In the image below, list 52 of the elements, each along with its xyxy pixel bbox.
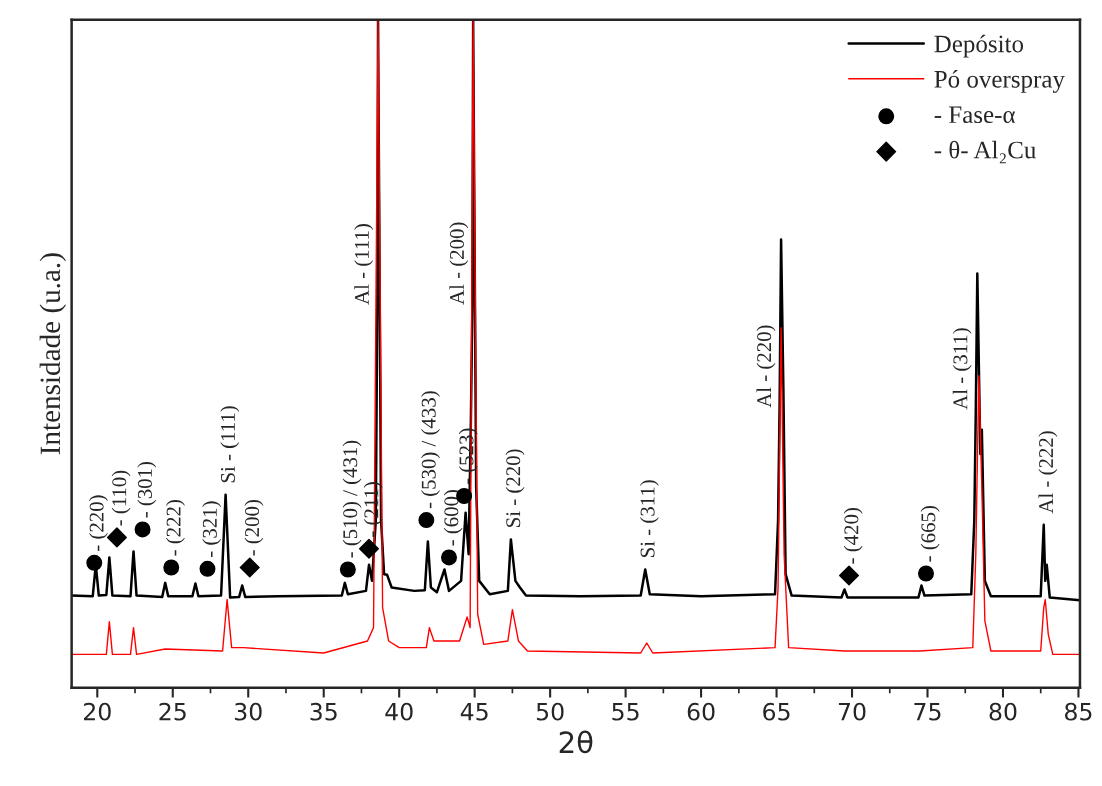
x-tick-label: 70 xyxy=(838,702,866,721)
annotation: - (200) xyxy=(244,500,264,556)
legend-label: Pó overspray xyxy=(934,70,1065,93)
legend-label: - Fase-α xyxy=(934,106,1015,124)
x-axis-title: 2θ xyxy=(559,730,593,754)
point xyxy=(199,560,216,577)
legend-label: Depósito xyxy=(934,34,1024,58)
annotation: - (420) xyxy=(843,508,863,564)
x-tick-label: 50 xyxy=(536,702,564,721)
point xyxy=(838,565,860,586)
x-tick-label: 25 xyxy=(159,702,186,721)
x-tick-label: 85 xyxy=(1065,702,1092,721)
annotation: - (220) xyxy=(88,495,108,551)
annotation: - (600) xyxy=(443,490,463,546)
point xyxy=(134,521,151,538)
point xyxy=(918,565,934,582)
point xyxy=(86,554,103,571)
annotation: Al - (200) xyxy=(449,222,469,305)
legend-label: - θ- Al₂Cu xyxy=(934,140,1036,164)
point xyxy=(418,512,435,529)
annotation: - (523) xyxy=(458,428,478,485)
annotation: Si - (311) xyxy=(639,480,659,557)
x-tick-label: 55 xyxy=(612,703,639,721)
point xyxy=(339,561,356,578)
annotation: - (222) xyxy=(165,500,185,556)
y-axis-title: Intensidade (u.a.) xyxy=(39,253,67,455)
point xyxy=(163,559,180,576)
x-tick-label: 75 xyxy=(914,703,941,721)
annotation: Si - (220) xyxy=(505,449,525,527)
x-tick-label: 45 xyxy=(460,703,488,721)
point xyxy=(441,549,457,566)
annotation: Al - (222) xyxy=(1038,431,1058,514)
x-tick-label: 65 xyxy=(763,702,790,721)
annotation: Al - (311) xyxy=(952,328,972,410)
annotation: - (110) xyxy=(111,470,131,526)
annotation: - (665) xyxy=(920,506,940,562)
annotation: - (530) / (433) xyxy=(421,391,440,509)
x-tick-label: 40 xyxy=(385,702,413,721)
annotation: - (510) / (431) xyxy=(342,440,362,558)
x-tick-label: 80 xyxy=(989,702,1017,721)
annotation: - (211) xyxy=(363,482,383,537)
annotation: Al - (111) xyxy=(354,224,374,305)
x-tick-label: 60 xyxy=(687,702,715,721)
x-tick-label: 20 xyxy=(84,702,111,721)
point xyxy=(239,557,260,578)
annotation: - (301) xyxy=(137,461,157,518)
point xyxy=(106,527,127,548)
x-tick-label: 35 xyxy=(310,702,337,721)
x-tick-label: 30 xyxy=(235,702,262,721)
annotation: - (321) xyxy=(202,501,222,557)
annotation: Al - (220) xyxy=(756,325,776,408)
annotation: Si - (111) xyxy=(220,406,240,483)
